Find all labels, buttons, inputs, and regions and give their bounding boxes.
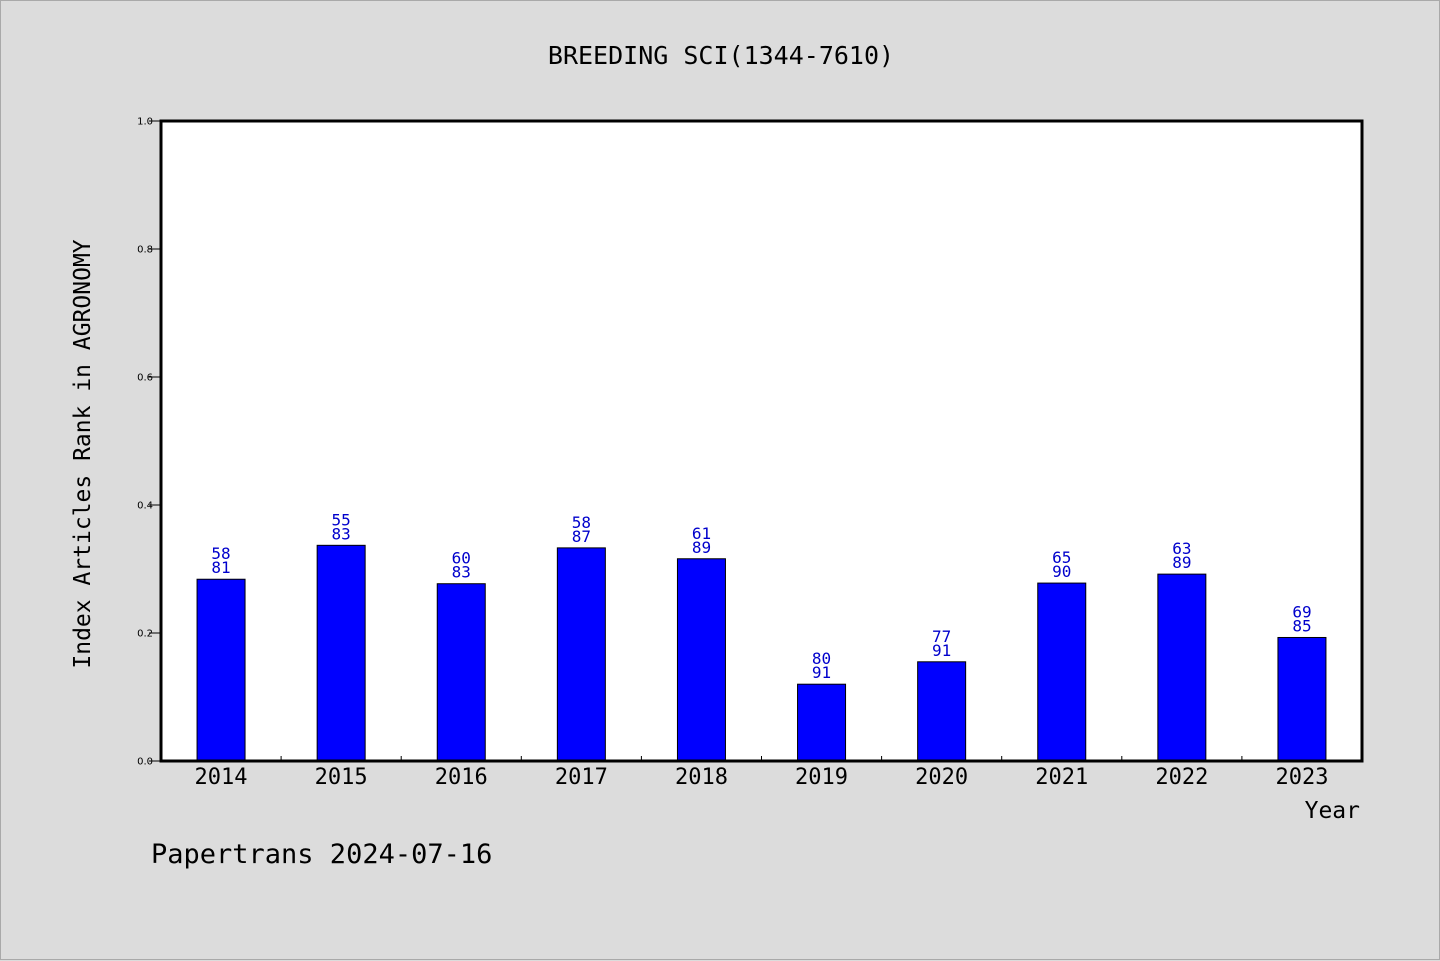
data-label-bottom: 91	[932, 641, 951, 660]
x-tick-label: 2014	[195, 765, 248, 790]
bar	[316, 544, 366, 762]
x-tick-label: 2016	[435, 765, 488, 790]
bar	[1277, 636, 1327, 762]
bar	[676, 558, 726, 762]
data-label-bottom: 91	[812, 663, 831, 682]
x-axis-ticks: 2014 2015 2016 2017 2018 2019 2020 2021 2022 2023	[195, 756, 1328, 790]
data-label-bottom: 83	[452, 563, 471, 582]
bar	[1037, 582, 1087, 762]
x-tick-label: 2021	[1035, 765, 1088, 790]
x-tick-label: 2019	[795, 765, 848, 790]
data-label-top: 80	[812, 649, 831, 668]
data-label-bottom: 89	[1172, 553, 1191, 572]
y-tick-label: 1.0	[137, 117, 153, 128]
data-label-bottom: 81	[211, 558, 230, 577]
data-label-top: 58	[572, 513, 591, 532]
data-label-top: 77	[932, 627, 951, 646]
y-tick-label: 0.6	[137, 373, 153, 384]
data-label-top: 69	[1292, 602, 1311, 621]
y-axis-label: Index Articles Rank in AGRONOMY	[70, 239, 96, 668]
x-tick-label: 2015	[315, 765, 368, 790]
x-tick-label: 2023	[1275, 765, 1328, 790]
bar	[196, 578, 246, 762]
data-label-top: 65	[1052, 548, 1071, 567]
x-axis-label: Year	[1305, 798, 1360, 824]
x-tick-label: 2018	[675, 765, 728, 790]
bar	[436, 583, 486, 762]
data-label-top: 60	[452, 549, 471, 568]
x-tick-label: 2020	[915, 765, 968, 790]
bars-group	[196, 544, 1327, 762]
y-axis-ticks: 0.0 0.2 0.4 0.6 0.8 1.0	[137, 117, 161, 768]
chart-title: BREEDING SCI(1344-7610)	[548, 41, 894, 70]
x-tick-label: 2022	[1155, 765, 1208, 790]
data-label-top: 63	[1172, 539, 1191, 558]
y-tick-label: 0.2	[137, 629, 153, 640]
bar	[1157, 573, 1207, 762]
y-tick-label: 0.4	[137, 501, 153, 512]
data-label-top: 58	[211, 544, 230, 563]
data-label-bottom: 83	[332, 524, 351, 543]
y-tick-label: 0.0	[137, 757, 153, 768]
footer-text: Papertrans 2024-07-16	[151, 839, 492, 870]
data-label-top: 61	[692, 524, 711, 543]
data-label-top: 55	[332, 510, 351, 529]
data-label-bottom: 89	[692, 538, 711, 557]
data-label-bottom: 90	[1052, 562, 1071, 581]
bar	[797, 683, 847, 762]
y-tick-label: 0.8	[137, 245, 153, 256]
bar	[917, 661, 967, 762]
data-label-bottom: 85	[1292, 616, 1311, 635]
x-tick-label: 2017	[555, 765, 608, 790]
bar	[556, 547, 606, 762]
data-label-bottom: 87	[572, 527, 591, 546]
